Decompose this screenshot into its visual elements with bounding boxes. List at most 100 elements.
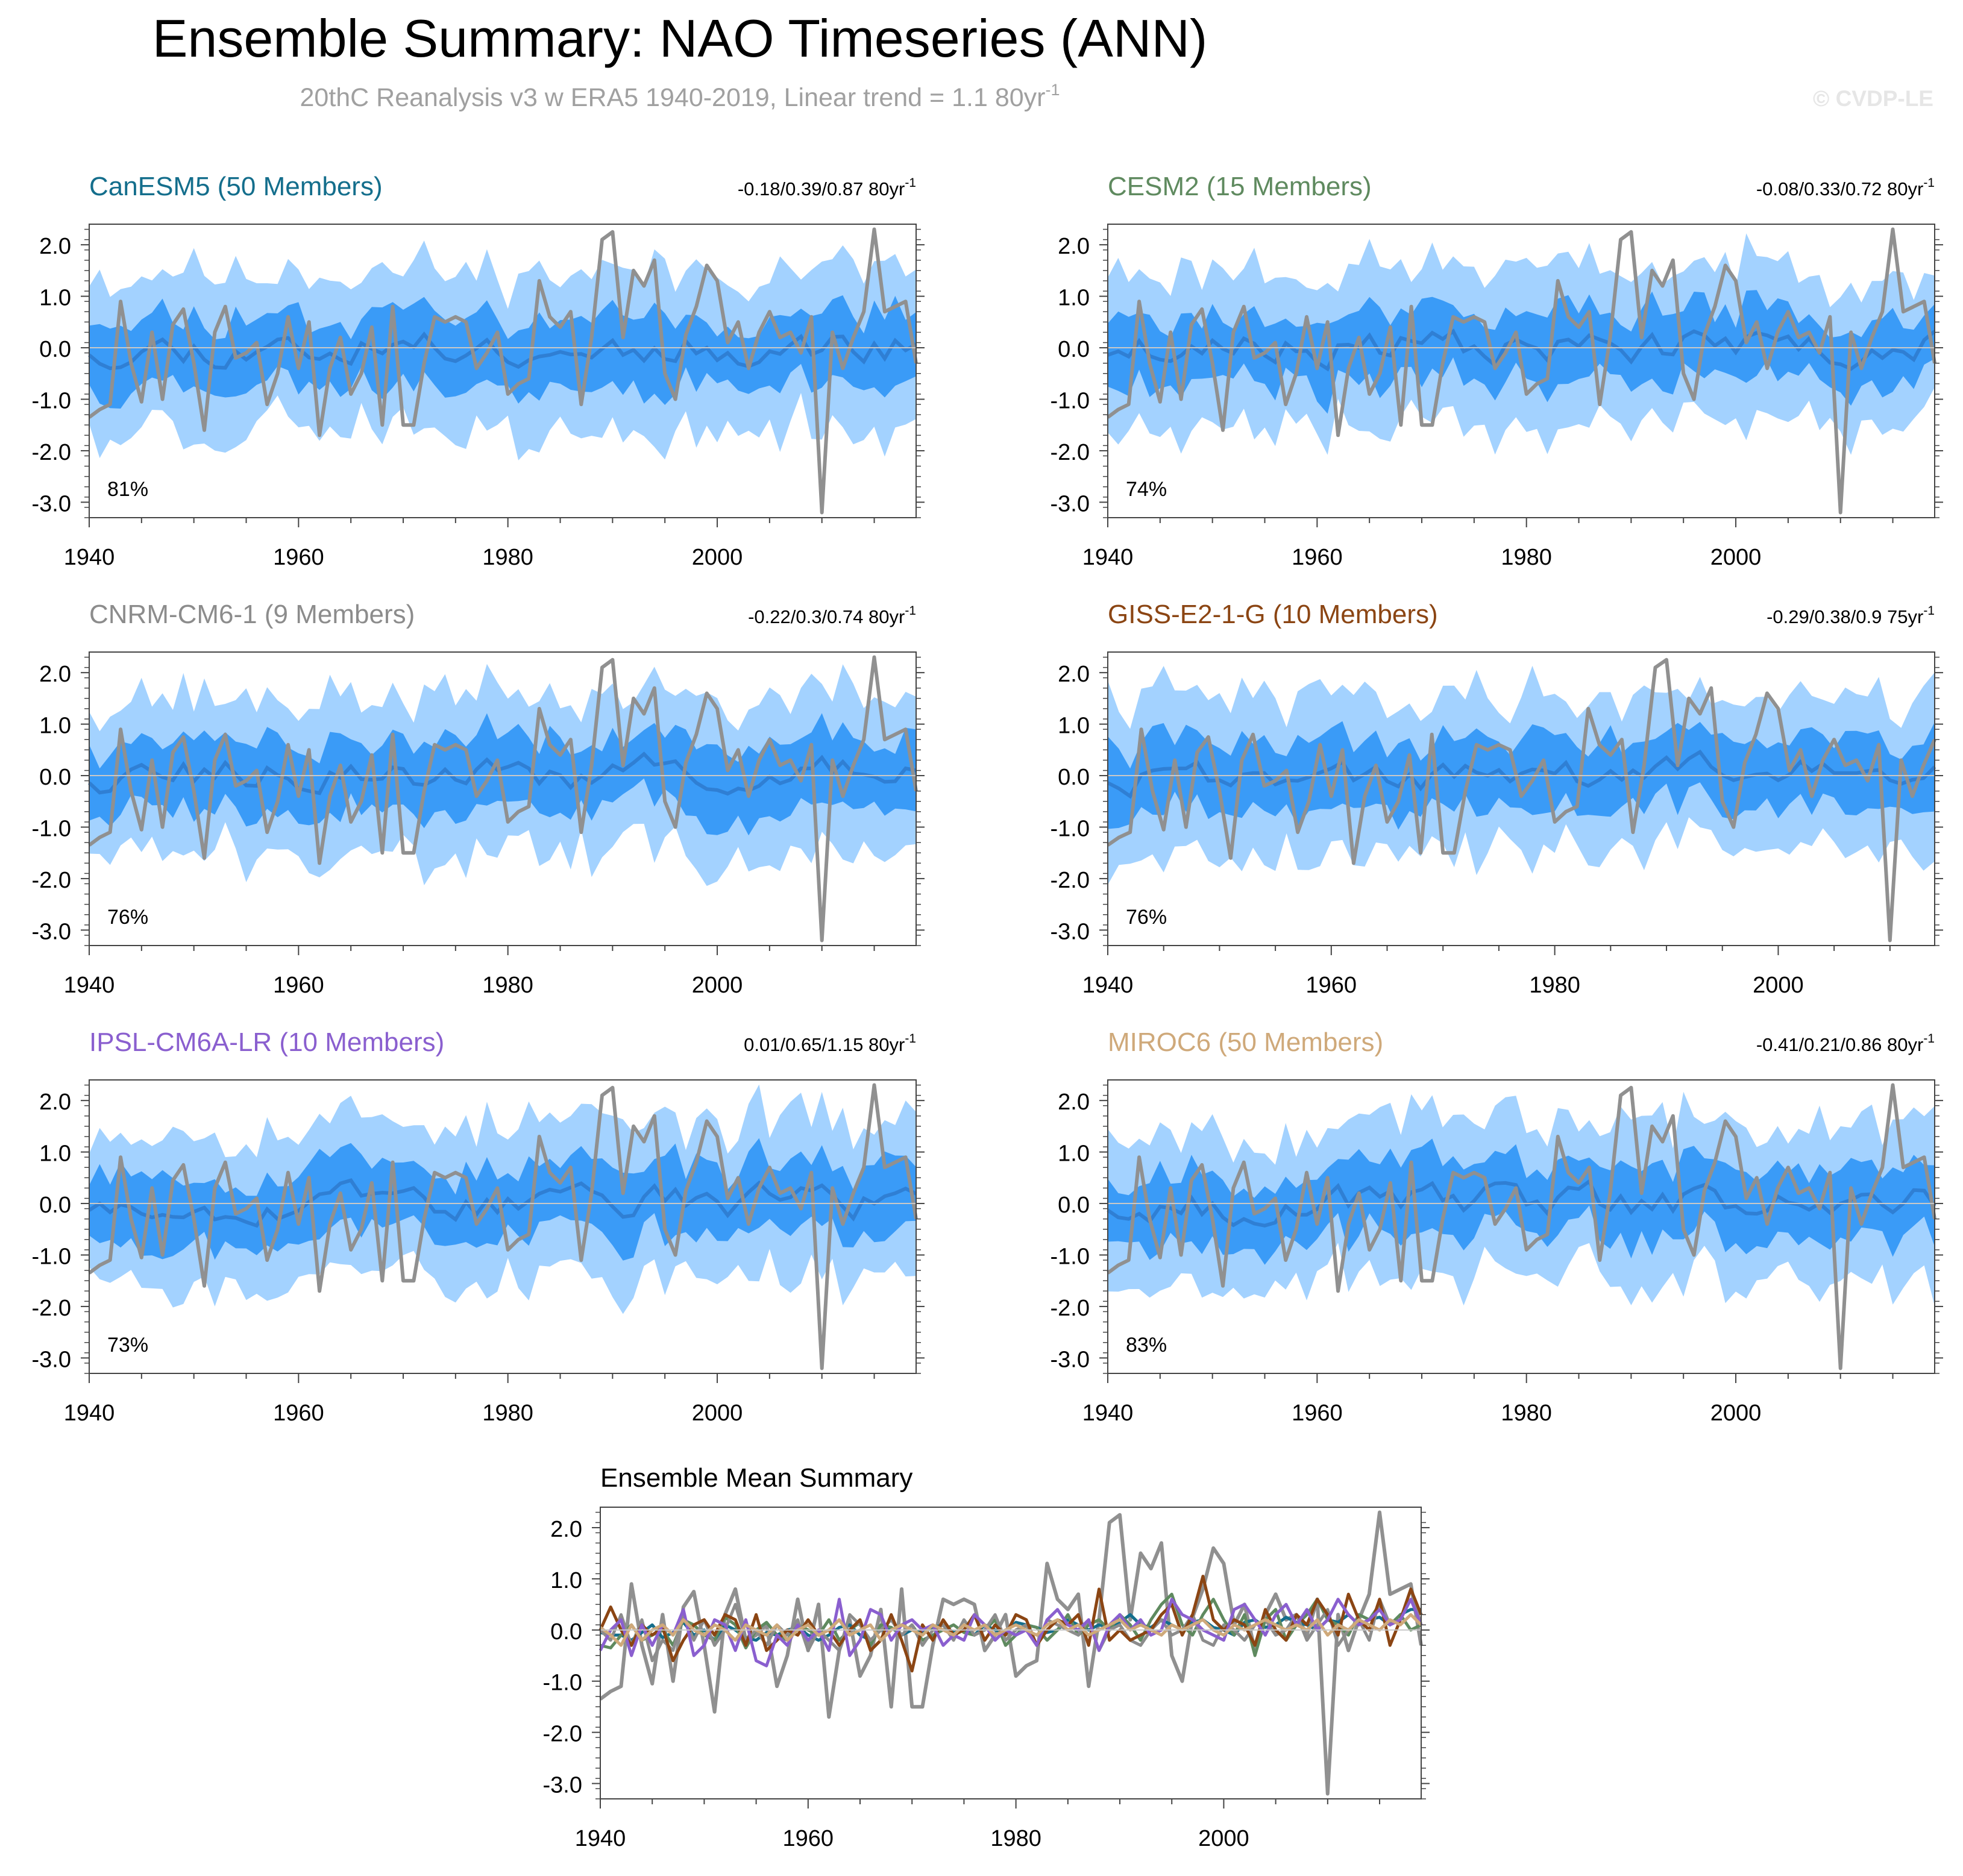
panel-title: CNRM-CM6-1 (9 Members) [89,600,415,629]
panel-title: CESM2 (15 Members) [1108,172,1372,201]
panel-title: IPSL-CM6A-LR (10 Members) [89,1027,444,1057]
x-tick-label: 1980 [482,545,533,570]
panel-title: MIROC6 (50 Members) [1108,1027,1383,1057]
panel-canesm5: 2.0 1.0 0.0 -1.0 -2.0 -3.0 1940 1960 1980 2000 Can… [32,172,925,570]
ensemble-iqr-band [89,1138,916,1261]
panel-stats-sup: -1 [1923,176,1935,190]
x-tick-label: 1960 [273,1401,324,1426]
y-tick-label: -1.0 [32,1244,71,1269]
panel-stats-sup: -1 [1923,604,1935,618]
y-tick-label: -2.0 [1051,440,1090,465]
y-tick-label: 0.0 [550,1619,582,1645]
mean-line-ipsl-cm6a-lr [598,1598,1423,1667]
y-tick-label: 0.0 [1058,337,1090,362]
panel-stats-value: -0.41/0.21/0.86 80yr [1756,1034,1923,1055]
x-tick-label: 1940 [64,973,115,998]
y-tick-label: 2.0 [1058,1090,1090,1115]
panel-percent: 83% [1126,1334,1167,1357]
panel-ensemble-mean-summary: 2.0 1.0 0.0 -1.0 -2.0 -3.0 1940 1960 1980 2000 Ens… [543,1463,1430,1851]
y-tick-label: -2.0 [32,440,71,465]
panel-stats-value: 0.01/0.65/1.15 80yr [744,1034,905,1055]
y-tick-label: -1.0 [1051,1244,1090,1269]
y-tick-label: -2.0 [32,1296,71,1321]
mean-line-giss-e2-1-g [598,1575,1423,1673]
y-tick-label: 2.0 [39,234,71,259]
x-tick-label: 2000 [1710,1401,1762,1426]
panel-percent: 76% [1126,906,1167,929]
y-tick-label: 0.0 [39,337,71,362]
x-tick-label: 1980 [1501,1401,1552,1426]
summary-title: Ensemble Mean Summary [600,1463,912,1493]
ensemble-iqr-band [89,713,916,836]
panel-stats-sup: -1 [905,1032,916,1046]
y-tick-label: -1.0 [32,816,71,841]
y-tick-label: -3.0 [1051,919,1090,944]
x-tick-label: 1960 [273,545,324,570]
mean-line-miroc6 [599,1613,1422,1647]
panel-cesm2: 2.0 1.0 0.0 -1.0 -2.0 -3.0 1940 1960 1980 2000 CES… [1051,172,1943,570]
watermark: © CVDP-LE [1813,86,1933,111]
panel-giss-e2-1-g: 2.0 1.0 0.0 -1.0 -2.0 -3.0 1940 1960 1980 2000 GIS… [1051,600,1943,998]
mean-line-cnrm-cm6-1 [599,1587,1423,1663]
x-tick-label: 2000 [692,1401,743,1426]
plot-frame [89,224,917,518]
y-tick-label: 1.0 [1058,714,1090,739]
figure-title: Ensemble Summary: NAO Timeseries (ANN) [152,8,1208,68]
subtitle-main: 20thC Reanalysis v3 w ERA5 1940-2019, Li… [300,83,1045,112]
panel-ipsl-cm6a-lr: 2.0 1.0 0.0 -1.0 -2.0 -3.0 1940 1960 1980 2000 IPS… [32,1027,925,1426]
y-tick-label: 1.0 [39,714,71,739]
x-tick-label: 1960 [1292,545,1343,570]
y-tick-label: 1.0 [1058,286,1090,311]
ensemble-mean-line [88,1178,917,1228]
observed-nao-line [1107,1083,1936,1370]
ensemble-mean-line [1107,749,1936,799]
plot-frame [1107,651,1935,946]
x-tick-label: 1940 [575,1826,626,1851]
y-tick-label: -3.0 [32,919,71,944]
x-tick-label: 1940 [1082,1401,1134,1426]
panel-stats: -0.18/0.39/0.87 80yr-1 [738,176,916,199]
y-tick-label: -2.0 [1051,1296,1090,1321]
panel-stats-value: -0.22/0.3/0.74 80yr [748,606,905,627]
panel-stats: -0.22/0.3/0.74 80yr-1 [748,604,916,627]
x-tick-label: 1940 [1082,973,1134,998]
x-tick-label: 1940 [64,1401,115,1426]
observed-nao-line [599,1510,1423,1796]
y-tick-label: 0.0 [1058,765,1090,790]
panel-stats: -0.08/0.33/0.72 80yr-1 [1756,176,1935,199]
x-tick-label: 2000 [1710,545,1762,570]
panel-percent: 73% [107,1334,148,1357]
ensemble-mean-line [1107,328,1936,372]
x-tick-label: 1980 [482,973,533,998]
panel-stats: -0.41/0.21/0.86 80yr-1 [1756,1032,1935,1055]
x-tick-label: 1980 [482,1401,533,1426]
panel-percent: 76% [107,906,148,929]
y-tick-label: 1.0 [39,286,71,311]
y-tick-label: 1.0 [1058,1141,1090,1167]
y-tick-label: 1.0 [39,1141,71,1167]
y-tick-label: 0.0 [1058,1193,1090,1218]
x-tick-label: 2000 [692,545,743,570]
x-tick-label: 2000 [1198,1826,1249,1851]
panel-stats-sup: -1 [905,176,916,190]
observed-nao-line [88,655,918,943]
ensemble-mean-line [87,751,917,796]
y-tick-label: 0.0 [39,765,71,790]
x-tick-label: 1980 [1529,973,1580,998]
ensemble-iqr-band [1108,1138,1935,1265]
panel-cnrm-cm6-1: 2.0 1.0 0.0 -1.0 -2.0 -3.0 1940 1960 1980 2000 CNR… [32,600,925,998]
y-tick-label: -3.0 [1051,491,1090,516]
panel-stats: -0.29/0.38/0.9 75yr-1 [1767,604,1935,627]
ensemble-iqr-band [89,295,916,409]
y-tick-label: -2.0 [32,868,71,893]
observed-nao-line [88,1083,918,1370]
x-tick-label: 1960 [273,973,324,998]
x-tick-label: 1940 [64,545,115,570]
y-tick-label: 2.0 [39,1090,71,1115]
y-tick-label: 2.0 [1058,662,1090,687]
x-tick-label: 1960 [1306,973,1357,998]
y-tick-label: -3.0 [32,1347,71,1372]
y-tick-label: -1.0 [543,1671,582,1696]
panel-percent: 81% [107,478,148,501]
